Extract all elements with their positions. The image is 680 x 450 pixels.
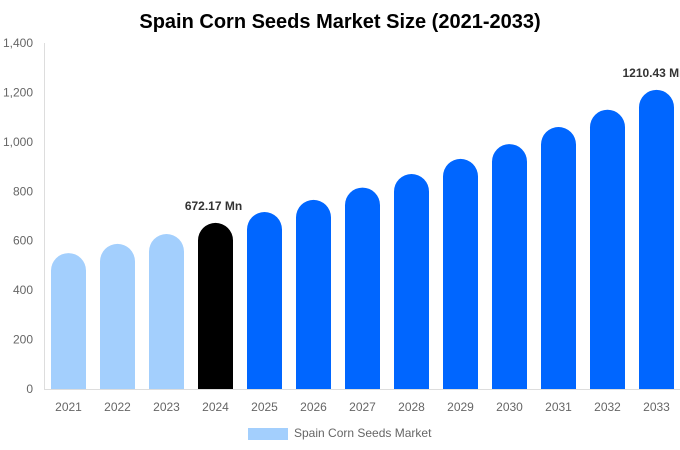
x-tick-label: 2032 [594,400,621,414]
y-tick-label: 200 [13,333,33,347]
data-label: 1210.43 Mn [622,66,680,80]
bar-2021[interactable] [51,253,86,389]
bar-2026[interactable] [296,199,331,389]
bar-2027[interactable] [345,187,380,389]
legend-swatch [248,428,288,440]
x-tick-label: 2030 [496,400,523,414]
x-tick-label: 2024 [202,400,229,414]
bar-2033[interactable] [639,89,674,390]
y-tick-label: 1,000 [3,135,33,149]
data-label: 672.17 Mn [185,199,242,213]
x-tick-label: 2029 [447,400,474,414]
bar-2031[interactable] [541,127,576,389]
x-tick-label: 2026 [300,400,327,414]
bar-2030[interactable] [492,144,527,389]
x-tick-label: 2028 [398,400,425,414]
y-tick-label: 1,200 [3,85,33,99]
bar-2028[interactable] [394,173,429,389]
y-tick-label: 0 [26,382,33,396]
bar-2029[interactable] [443,158,478,389]
x-tick-label: 2033 [643,400,670,414]
x-tick-label: 2025 [251,400,278,414]
y-tick-label: 400 [13,283,33,297]
y-tick-label: 600 [13,234,33,248]
y-tick-label: 800 [13,184,33,198]
x-tick-label: 2021 [55,400,82,414]
bar-2025[interactable] [247,212,282,389]
x-tick-label: 2022 [104,400,131,414]
bar-2032[interactable] [590,109,625,389]
bar-2022[interactable] [100,243,135,389]
x-tick-label: 2027 [349,400,376,414]
bar-2023[interactable] [149,234,184,389]
legend-label: Spain Corn Seeds Market [294,426,432,440]
legend[interactable]: Spain Corn Seeds Market [248,426,432,440]
bar-2024[interactable] [198,222,233,389]
y-tick-label: 1,400 [3,36,33,50]
x-tick-label: 2031 [545,400,572,414]
x-tick-label: 2023 [153,400,180,414]
chart-title: Spain Corn Seeds Market Size (2021-2033) [139,11,540,33]
